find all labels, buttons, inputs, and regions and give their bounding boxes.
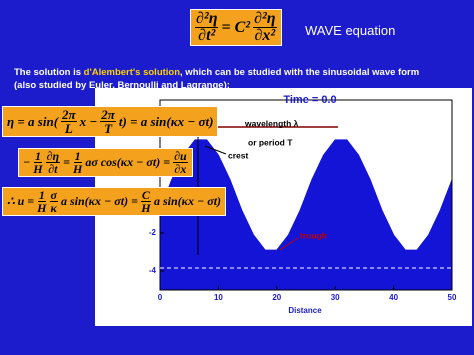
x-tick-label: 50: [448, 293, 457, 302]
highlight: d'Alembert's solution: [83, 67, 181, 78]
denominator: T: [104, 121, 113, 136]
denominator: H: [33, 162, 43, 176]
numerator: 2π: [61, 107, 77, 122]
eq-text: ∴ u =: [7, 194, 35, 208]
numerator: C: [140, 188, 151, 202]
text: , which can be studied with the sinusoid…: [180, 67, 420, 78]
numerator: 2π: [100, 107, 116, 122]
eq-text: a sin(κx − σt) =: [60, 194, 138, 208]
text-line: The solution is d'Alembert's solution, w…: [14, 67, 419, 78]
annotation: trough: [300, 230, 327, 240]
fraction: ∂η ∂t: [45, 149, 61, 176]
x-tick-label: 20: [272, 293, 281, 302]
chart-title: Time = 0.0: [283, 94, 336, 106]
x-tick-label: 0: [158, 293, 163, 302]
eq-text: t) = a sin(κx − σt): [118, 113, 214, 129]
denominator: H: [72, 162, 83, 176]
wave-equation: ∂²η ∂t² = C² ∂²η ∂x²: [190, 9, 282, 46]
fraction: ∂u ∂x: [173, 150, 188, 175]
trough-pointer: [279, 237, 299, 251]
fraction: ∂²η ∂t²: [195, 10, 219, 44]
fraction: 2π T: [100, 108, 116, 135]
numerator: 1: [73, 149, 82, 163]
denominator: ∂x²: [254, 27, 276, 44]
annotation: or period T: [248, 137, 293, 147]
fraction: ∂²η ∂x²: [253, 10, 277, 44]
eq-text: a sin(κx − σt): [153, 194, 222, 208]
eq-text: =: [63, 155, 70, 169]
eq-text: η = a sin(: [7, 113, 59, 129]
numerator: 1: [33, 149, 42, 163]
denominator: ∂t²: [198, 27, 216, 44]
fraction: 2π L: [61, 108, 77, 135]
annotation: wavelength λ: [244, 118, 299, 128]
y-tick-label: -2: [149, 228, 157, 237]
numerator: ∂η: [45, 149, 61, 163]
eq-text: −: [23, 155, 31, 169]
x-axis-label: Distance: [288, 306, 322, 315]
denominator: H: [141, 201, 151, 215]
eq-text: = C²: [221, 18, 251, 36]
x-tick-label: 30: [331, 293, 340, 302]
numerator: ∂u: [173, 149, 188, 163]
denominator: H: [37, 201, 47, 215]
crest-pointer: [204, 145, 227, 155]
y-tick-label: -4: [149, 266, 157, 275]
numerator: 1: [37, 188, 46, 202]
numerator: ∂²η: [195, 10, 219, 28]
numerator: σ: [49, 188, 58, 202]
numerator: ∂²η: [253, 10, 277, 28]
eq-text: x −: [79, 113, 98, 129]
annotation: crest: [228, 150, 248, 160]
denominator: κ: [50, 201, 57, 215]
text-line: (also studied by Euler, Bernoulli and La…: [14, 80, 230, 91]
eq-text: aσ cos(κx − σt) =: [85, 155, 171, 169]
denominator: ∂x: [174, 162, 187, 176]
x-tick-label: 10: [214, 293, 223, 302]
x-tick-label: 40: [389, 293, 398, 302]
denominator: L: [64, 121, 73, 136]
title: WAVE equation: [305, 23, 396, 38]
denominator: ∂t: [48, 162, 58, 176]
text: The solution is: [14, 67, 84, 78]
